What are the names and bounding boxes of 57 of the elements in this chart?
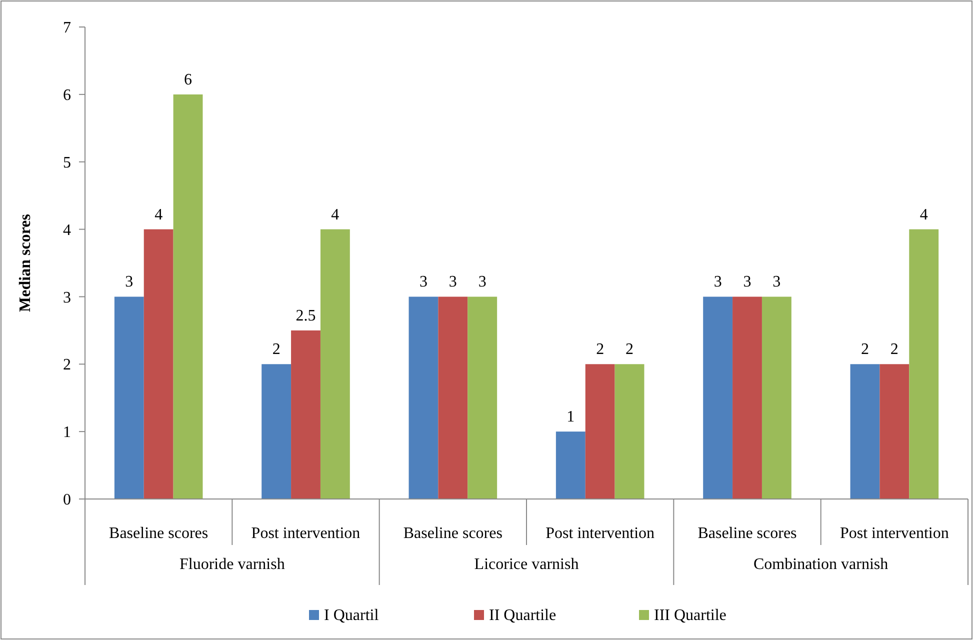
- bar: [408, 296, 438, 499]
- x-tick-label: Baseline scores: [109, 525, 208, 542]
- bar: [703, 296, 733, 499]
- legend-label: II Quartile: [489, 607, 556, 624]
- bar: [173, 94, 203, 499]
- bar: [468, 296, 498, 499]
- y-tick-label: 2: [63, 356, 71, 374]
- data-label: 3: [419, 274, 428, 291]
- bar: [114, 296, 144, 499]
- x-tick-label: Post intervention: [840, 525, 949, 542]
- x-tick-label: Post intervention: [546, 525, 655, 542]
- data-label: 2: [272, 341, 280, 358]
- data-label: 2: [626, 341, 634, 358]
- y-tick-label: 3: [63, 289, 71, 306]
- data-label: 4: [331, 206, 340, 224]
- x-tick-label: Baseline scores: [698, 525, 797, 542]
- data-label: 2: [596, 341, 604, 358]
- y-tick-label: 6: [63, 87, 71, 104]
- bar: [880, 364, 910, 499]
- text: Combination varnish: [754, 556, 888, 573]
- bar: [556, 432, 586, 499]
- y-tick-label: 1: [63, 424, 71, 442]
- data-label: 3: [448, 274, 457, 291]
- data-label: 3: [478, 274, 486, 291]
- x-tick-label: Baseline scores: [403, 525, 502, 542]
- bar: [585, 364, 615, 499]
- data-label: 1: [566, 408, 575, 426]
- bar: [320, 229, 350, 499]
- x-tick-label: Post intervention: [251, 525, 360, 542]
- y-tick-label: 4: [63, 222, 71, 239]
- y-axis-title: Median scores: [17, 214, 34, 312]
- data-label: 6: [184, 71, 192, 88]
- y-tick-label: 7: [63, 20, 71, 37]
- data-label: 3: [772, 274, 781, 291]
- bar: [144, 229, 174, 499]
- text: Licorice varnish: [474, 556, 579, 573]
- bar: [262, 364, 292, 499]
- data-label: 4: [154, 206, 163, 224]
- bar: [291, 330, 320, 499]
- data-label: 2.5: [296, 307, 316, 324]
- legend-label: I Quartil: [324, 607, 380, 624]
- data-label: 4: [920, 206, 928, 224]
- bar: [909, 229, 939, 499]
- data-label: 3: [714, 274, 722, 291]
- bar: [762, 296, 792, 499]
- bar: [614, 364, 644, 499]
- text: Fluoride varnish: [180, 556, 285, 573]
- bar: [438, 296, 468, 499]
- y-tick-label: 0: [63, 492, 71, 509]
- legend-label: III Quartile: [654, 607, 726, 624]
- bar: [850, 364, 880, 499]
- y-tick-label: 5: [63, 154, 71, 172]
- bar: [732, 296, 762, 499]
- data-label: 2: [890, 341, 898, 358]
- data-label: 2: [860, 341, 869, 358]
- data-label: 3: [125, 274, 134, 291]
- data-label: 3: [743, 274, 752, 291]
